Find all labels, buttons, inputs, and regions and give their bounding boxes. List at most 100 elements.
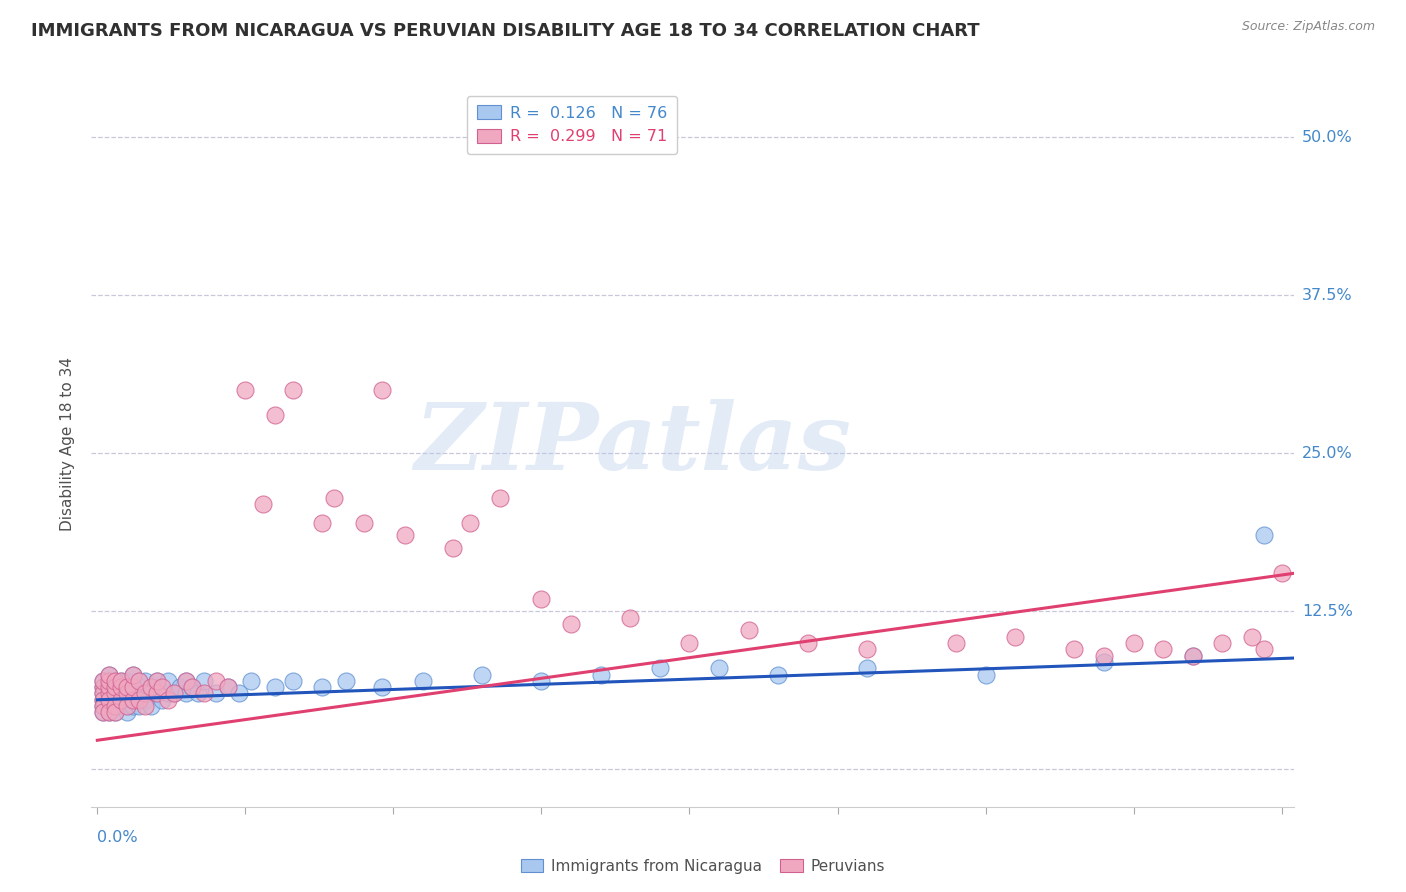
- Point: [1092, 648, 1115, 663]
- Point: [353, 516, 375, 530]
- Text: 37.5%: 37.5%: [1302, 288, 1353, 302]
- Point: [768, 667, 790, 681]
- Point: [1152, 642, 1174, 657]
- Point: [128, 673, 150, 688]
- Point: [134, 680, 156, 694]
- Point: [174, 673, 197, 688]
- Point: [104, 686, 127, 700]
- Point: [98, 667, 121, 681]
- Point: [98, 699, 121, 714]
- Point: [530, 673, 553, 688]
- Point: [797, 636, 820, 650]
- Point: [145, 673, 167, 688]
- Point: [115, 680, 138, 694]
- Point: [98, 693, 121, 707]
- Point: [115, 699, 138, 714]
- Point: [115, 686, 138, 700]
- Legend: R =  0.126   N = 76, R =  0.299   N = 71: R = 0.126 N = 76, R = 0.299 N = 71: [467, 95, 678, 154]
- Point: [412, 673, 434, 688]
- Point: [152, 680, 174, 694]
- Point: [1253, 528, 1275, 542]
- Point: [181, 680, 204, 694]
- Point: [174, 673, 197, 688]
- Point: [1253, 642, 1275, 657]
- Point: [394, 528, 416, 542]
- Point: [204, 686, 226, 700]
- Point: [311, 680, 333, 694]
- Point: [139, 680, 162, 694]
- Point: [134, 699, 156, 714]
- Point: [134, 686, 156, 700]
- Y-axis label: Disability Age 18 to 34: Disability Age 18 to 34: [60, 357, 76, 531]
- Point: [163, 686, 186, 700]
- Point: [1092, 655, 1115, 669]
- Point: [738, 624, 761, 638]
- Point: [169, 680, 191, 694]
- Point: [441, 541, 464, 555]
- Point: [110, 680, 132, 694]
- Point: [145, 686, 167, 700]
- Point: [121, 693, 143, 707]
- Point: [489, 491, 512, 505]
- Point: [264, 680, 287, 694]
- Point: [1063, 642, 1085, 657]
- Point: [530, 591, 553, 606]
- Point: [589, 667, 612, 681]
- Point: [134, 693, 156, 707]
- Point: [121, 680, 143, 694]
- Point: [1181, 648, 1204, 663]
- Point: [110, 686, 132, 700]
- Point: [91, 686, 114, 700]
- Point: [98, 706, 121, 720]
- Point: [98, 673, 121, 688]
- Text: 0.0%: 0.0%: [97, 830, 138, 845]
- Point: [235, 383, 257, 397]
- Point: [323, 491, 346, 505]
- Point: [619, 610, 641, 624]
- Point: [163, 686, 186, 700]
- Point: [157, 693, 180, 707]
- Point: [128, 673, 150, 688]
- Point: [181, 680, 204, 694]
- Point: [91, 693, 114, 707]
- Point: [104, 706, 127, 720]
- Point: [98, 680, 121, 694]
- Legend: Immigrants from Nicaragua, Peruvians: Immigrants from Nicaragua, Peruvians: [515, 853, 891, 880]
- Point: [471, 667, 494, 681]
- Point: [128, 680, 150, 694]
- Point: [115, 680, 138, 694]
- Point: [1122, 636, 1144, 650]
- Point: [145, 673, 167, 688]
- Point: [91, 699, 114, 714]
- Point: [91, 699, 114, 714]
- Point: [139, 699, 162, 714]
- Point: [98, 686, 121, 700]
- Point: [115, 706, 138, 720]
- Point: [1211, 636, 1233, 650]
- Point: [139, 686, 162, 700]
- Point: [91, 693, 114, 707]
- Point: [104, 699, 127, 714]
- Point: [115, 699, 138, 714]
- Point: [115, 673, 138, 688]
- Point: [110, 673, 132, 688]
- Point: [104, 680, 127, 694]
- Point: [335, 673, 357, 688]
- Point: [217, 680, 239, 694]
- Point: [370, 680, 392, 694]
- Point: [121, 680, 143, 694]
- Point: [217, 680, 239, 694]
- Point: [1181, 648, 1204, 663]
- Point: [678, 636, 700, 650]
- Point: [281, 673, 304, 688]
- Point: [110, 680, 132, 694]
- Text: Source: ZipAtlas.com: Source: ZipAtlas.com: [1241, 20, 1375, 33]
- Point: [104, 673, 127, 688]
- Text: 50.0%: 50.0%: [1302, 129, 1353, 145]
- Point: [91, 706, 114, 720]
- Point: [91, 673, 114, 688]
- Point: [240, 673, 263, 688]
- Point: [974, 667, 997, 681]
- Point: [1241, 630, 1264, 644]
- Text: 25.0%: 25.0%: [1302, 446, 1353, 461]
